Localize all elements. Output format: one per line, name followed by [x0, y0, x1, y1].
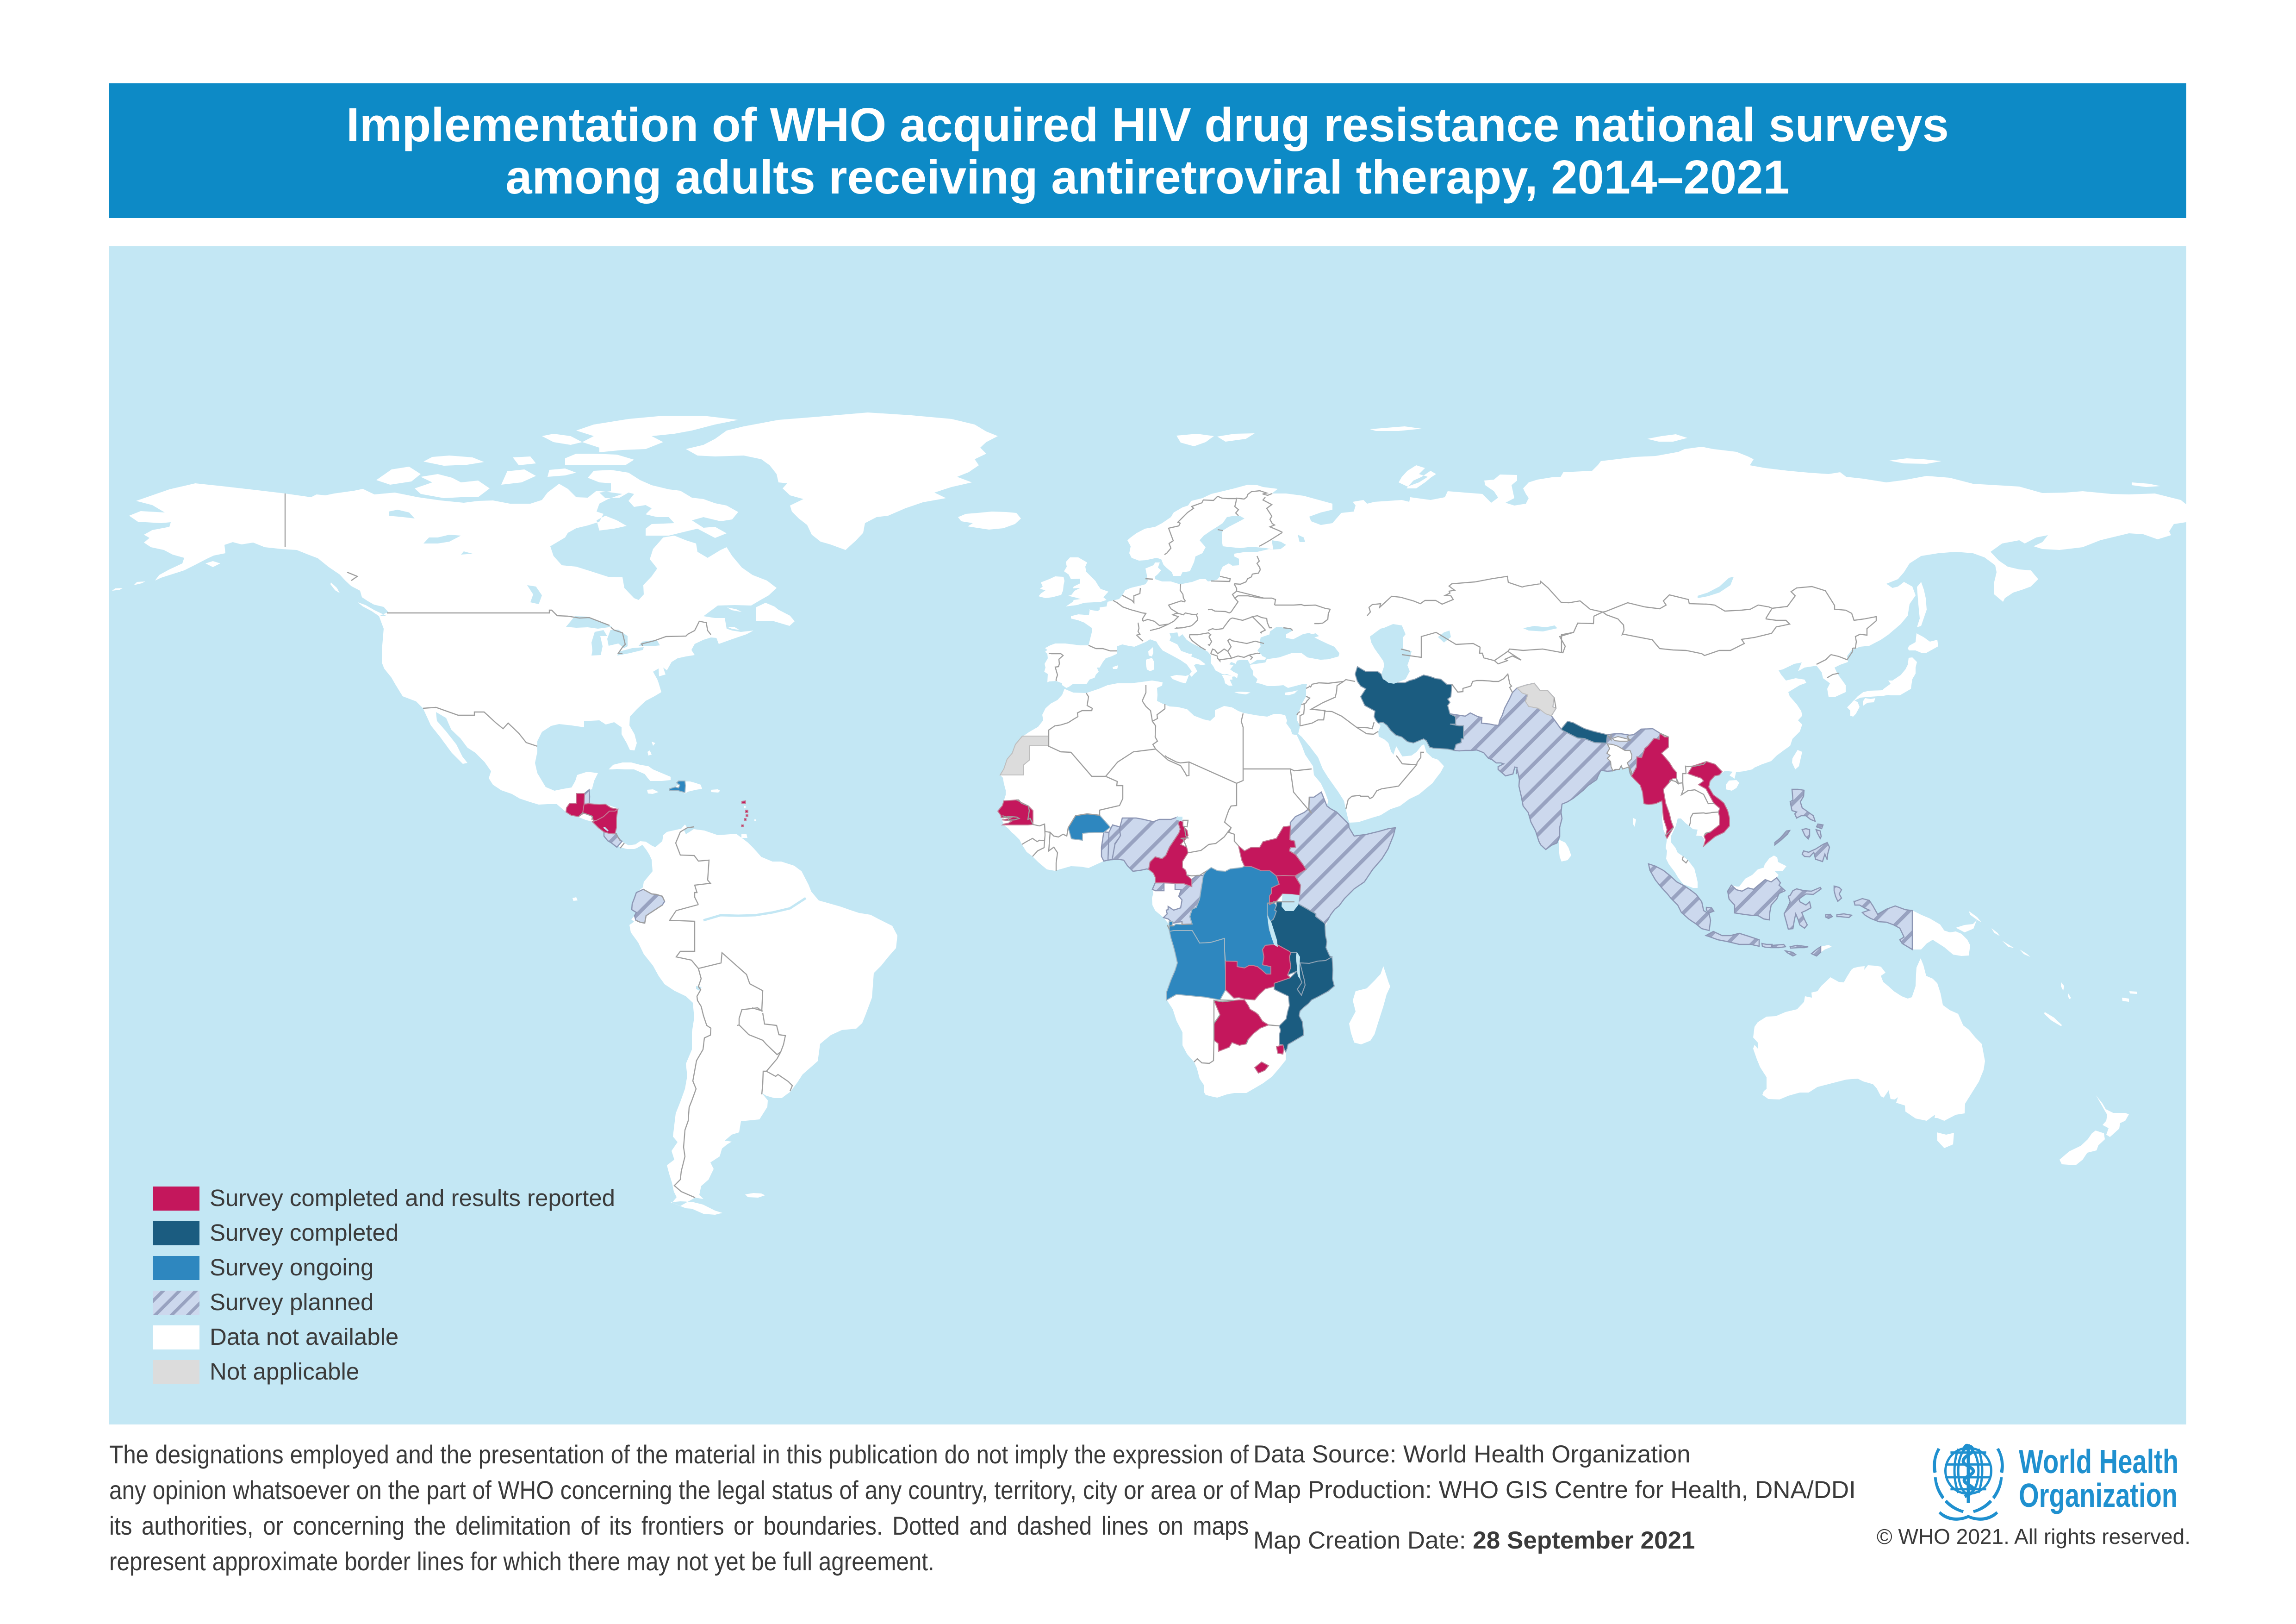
- svg-text:Data not available: Data not available: [210, 1324, 398, 1350]
- svg-text:Not applicable: Not applicable: [210, 1358, 359, 1385]
- svg-text:Survey ongoing: Survey ongoing: [210, 1254, 373, 1280]
- svg-text:Survey planned: Survey planned: [210, 1289, 373, 1315]
- svg-text:Survey completed and results r: Survey completed and results reported: [210, 1185, 615, 1211]
- svg-text:Survey completed: Survey completed: [210, 1219, 398, 1246]
